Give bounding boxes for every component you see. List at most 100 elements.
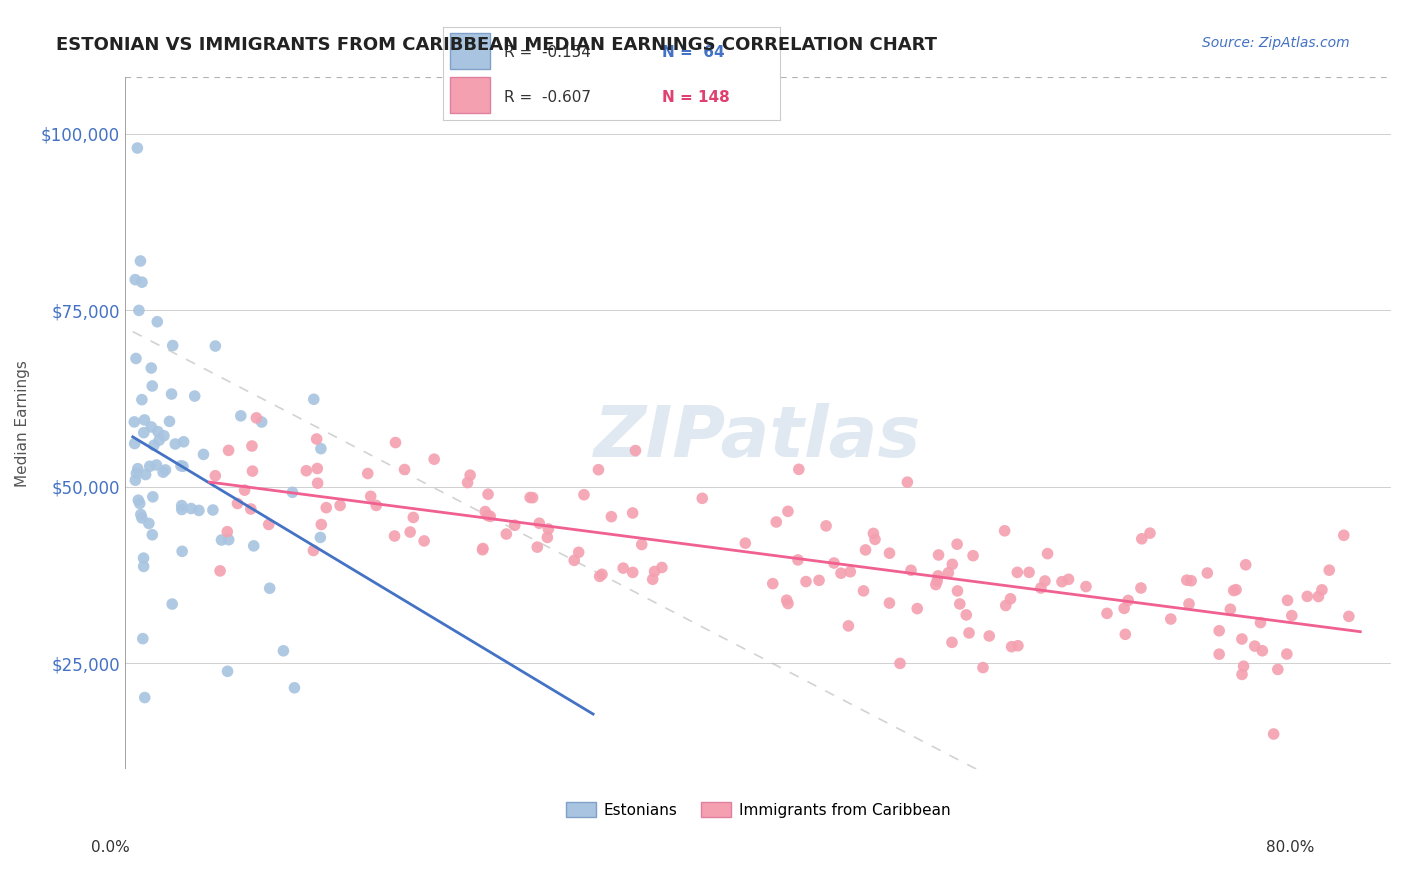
Point bbox=[1129, 581, 1152, 595]
Point bbox=[1267, 662, 1289, 676]
Point bbox=[160, 597, 183, 611]
Point bbox=[311, 517, 333, 532]
Point bbox=[1000, 591, 1022, 606]
Point bbox=[141, 420, 163, 434]
Point bbox=[209, 564, 232, 578]
Point bbox=[1033, 574, 1056, 588]
Point bbox=[762, 576, 785, 591]
Point bbox=[1036, 547, 1059, 561]
Point bbox=[830, 566, 852, 581]
Point bbox=[1251, 644, 1274, 658]
Point bbox=[734, 536, 756, 550]
Point bbox=[928, 548, 950, 562]
Point bbox=[259, 581, 281, 595]
Point bbox=[239, 502, 262, 516]
Point bbox=[837, 619, 859, 633]
Point bbox=[994, 599, 1017, 613]
Point bbox=[141, 361, 163, 376]
Point bbox=[537, 522, 560, 536]
Bar bbox=[450, 33, 491, 69]
Point bbox=[1234, 558, 1257, 572]
Point bbox=[927, 569, 949, 583]
Point bbox=[165, 437, 187, 451]
Point bbox=[131, 392, 153, 407]
Point bbox=[127, 493, 149, 508]
Point bbox=[690, 491, 713, 506]
Legend: Estonians, Immigrants from Caribbean: Estonians, Immigrants from Caribbean bbox=[560, 796, 956, 824]
Point bbox=[994, 524, 1017, 538]
Point bbox=[366, 499, 388, 513]
Point bbox=[1249, 615, 1271, 630]
Point bbox=[862, 526, 884, 541]
Point bbox=[1050, 574, 1073, 589]
Point bbox=[477, 487, 499, 501]
Point bbox=[1208, 647, 1230, 661]
Point bbox=[128, 496, 150, 510]
Text: N =  64: N = 64 bbox=[662, 45, 725, 61]
Point bbox=[957, 626, 980, 640]
Point bbox=[384, 529, 406, 543]
Point bbox=[776, 597, 799, 611]
Point bbox=[229, 409, 252, 423]
Point bbox=[568, 545, 591, 559]
Point bbox=[233, 483, 256, 498]
Point bbox=[839, 565, 862, 579]
Point bbox=[413, 533, 436, 548]
Point bbox=[131, 275, 153, 289]
Point bbox=[900, 563, 922, 577]
Point bbox=[204, 468, 226, 483]
Point bbox=[129, 254, 152, 268]
Point bbox=[946, 583, 969, 598]
Point bbox=[134, 690, 156, 705]
Point bbox=[889, 657, 911, 671]
Point bbox=[204, 339, 226, 353]
Point bbox=[1114, 601, 1136, 615]
Point bbox=[925, 577, 948, 591]
Point bbox=[1243, 639, 1265, 653]
Point bbox=[201, 503, 224, 517]
Point bbox=[1222, 583, 1244, 598]
Point bbox=[357, 467, 380, 481]
Point bbox=[170, 502, 193, 516]
Point bbox=[1007, 639, 1029, 653]
Point bbox=[148, 433, 170, 447]
Point bbox=[183, 389, 205, 403]
Point bbox=[1160, 612, 1182, 626]
Point bbox=[1232, 659, 1254, 673]
Point bbox=[1001, 640, 1024, 654]
Text: Source: ZipAtlas.com: Source: ZipAtlas.com bbox=[1202, 36, 1350, 50]
Point bbox=[1230, 632, 1253, 646]
Point bbox=[211, 533, 233, 547]
Point bbox=[242, 464, 264, 478]
Point bbox=[131, 511, 153, 525]
Point bbox=[621, 506, 644, 520]
Point bbox=[519, 491, 541, 505]
Point bbox=[852, 583, 875, 598]
Point bbox=[155, 463, 177, 477]
Point bbox=[775, 593, 797, 607]
Point bbox=[641, 572, 664, 586]
Point bbox=[1139, 526, 1161, 541]
Text: ZIPatlas: ZIPatlas bbox=[595, 402, 922, 472]
Point bbox=[458, 468, 481, 483]
Point bbox=[938, 566, 960, 580]
Point bbox=[384, 435, 406, 450]
Point bbox=[651, 560, 673, 574]
Point bbox=[941, 558, 963, 572]
Point bbox=[1029, 581, 1052, 595]
Point bbox=[879, 546, 901, 560]
Point bbox=[536, 530, 558, 544]
Point bbox=[172, 544, 194, 558]
Text: N = 148: N = 148 bbox=[662, 89, 730, 104]
Point bbox=[787, 553, 810, 567]
Point bbox=[141, 379, 163, 393]
Point bbox=[644, 565, 666, 579]
Point bbox=[124, 436, 146, 450]
Point bbox=[879, 596, 901, 610]
Point bbox=[972, 660, 994, 674]
Point bbox=[302, 543, 325, 558]
Point bbox=[153, 429, 176, 443]
Point bbox=[1230, 667, 1253, 681]
Point bbox=[315, 500, 337, 515]
Point bbox=[160, 387, 183, 401]
